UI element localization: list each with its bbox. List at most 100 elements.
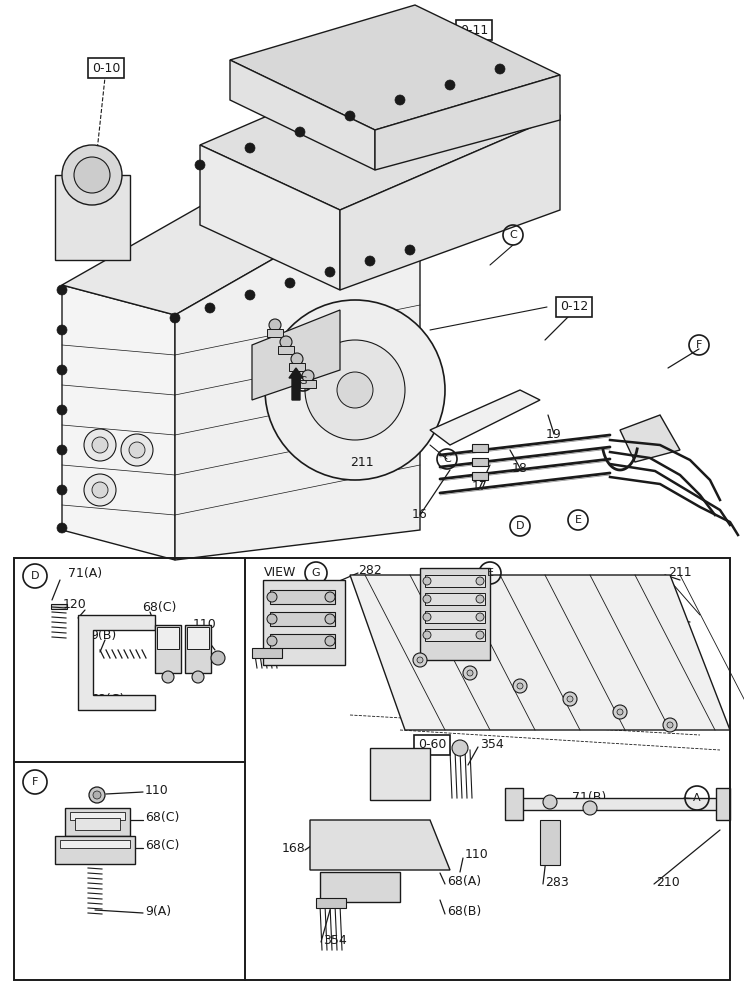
Circle shape: [395, 95, 405, 105]
Bar: [267, 329, 283, 337]
Circle shape: [325, 614, 335, 624]
Text: 354: 354: [323, 934, 347, 946]
Bar: [187, 627, 209, 649]
Text: D: D: [516, 521, 525, 531]
Bar: [716, 788, 730, 820]
Text: 17: 17: [472, 481, 488, 493]
Circle shape: [463, 666, 477, 680]
Circle shape: [74, 157, 110, 193]
Text: 0-12: 0-12: [560, 300, 588, 314]
Text: 68(C): 68(C): [90, 692, 124, 706]
Circle shape: [267, 636, 277, 646]
Bar: [270, 634, 335, 648]
Text: 68(C): 68(C): [142, 601, 176, 614]
Text: 0-11: 0-11: [460, 23, 488, 36]
Circle shape: [162, 671, 174, 683]
Text: 283: 283: [545, 876, 568, 888]
Circle shape: [513, 679, 527, 693]
Text: G: G: [298, 376, 307, 386]
Text: 0-10: 0-10: [92, 62, 121, 75]
Bar: [157, 627, 179, 649]
Bar: [510, 798, 720, 810]
Text: 199(C): 199(C): [616, 603, 658, 616]
Circle shape: [57, 285, 67, 295]
Circle shape: [667, 722, 673, 728]
Text: C: C: [443, 454, 451, 464]
Circle shape: [89, 787, 105, 803]
Text: 18: 18: [512, 462, 528, 475]
Bar: [289, 363, 305, 371]
Text: 120: 120: [63, 598, 87, 611]
Circle shape: [567, 696, 573, 702]
Text: 0-25: 0-25: [658, 706, 686, 718]
Text: 19: 19: [546, 428, 562, 440]
Text: 71(A): 71(A): [68, 566, 102, 580]
Polygon shape: [350, 575, 730, 730]
Circle shape: [121, 434, 153, 466]
Circle shape: [265, 300, 445, 480]
Circle shape: [192, 671, 204, 683]
Circle shape: [476, 577, 484, 585]
Bar: [425, 629, 485, 641]
Bar: [316, 898, 346, 908]
Circle shape: [269, 319, 281, 331]
FancyArrow shape: [289, 368, 303, 400]
Circle shape: [417, 657, 423, 663]
Circle shape: [452, 740, 468, 756]
Circle shape: [583, 801, 597, 815]
Polygon shape: [420, 568, 490, 660]
Polygon shape: [370, 748, 430, 800]
Bar: [155, 625, 181, 673]
Circle shape: [467, 670, 473, 676]
Text: D: D: [31, 571, 39, 581]
Bar: [472, 472, 488, 480]
Polygon shape: [62, 285, 175, 560]
Bar: [185, 625, 211, 673]
Circle shape: [92, 437, 108, 453]
Text: 71(C): 71(C): [280, 654, 315, 666]
Text: 16: 16: [412, 508, 428, 522]
Text: G: G: [312, 568, 321, 578]
Bar: [505, 788, 523, 820]
Bar: [300, 380, 316, 388]
Text: 68(C): 68(C): [145, 812, 179, 824]
Circle shape: [57, 445, 67, 455]
Circle shape: [245, 290, 255, 300]
Circle shape: [543, 795, 557, 809]
Text: 210: 210: [656, 876, 680, 888]
Circle shape: [663, 718, 677, 732]
Text: 199(C): 199(C): [616, 630, 658, 643]
Polygon shape: [200, 145, 340, 290]
Circle shape: [211, 651, 225, 665]
Circle shape: [423, 577, 431, 585]
Circle shape: [563, 692, 577, 706]
Circle shape: [495, 64, 505, 74]
Text: E: E: [487, 568, 493, 578]
Bar: [70, 812, 125, 820]
Text: 211: 211: [668, 566, 692, 580]
Circle shape: [57, 405, 67, 415]
Bar: [472, 458, 488, 466]
Bar: [252, 648, 282, 658]
Text: A: A: [693, 793, 701, 803]
Circle shape: [62, 145, 122, 205]
Text: C: C: [509, 230, 517, 240]
Circle shape: [129, 442, 145, 458]
Bar: [65, 808, 130, 836]
Circle shape: [291, 353, 303, 365]
Text: 354: 354: [480, 738, 504, 750]
Circle shape: [170, 313, 180, 323]
Circle shape: [476, 595, 484, 603]
Circle shape: [57, 523, 67, 533]
Text: VIEW: VIEW: [264, 566, 296, 580]
Circle shape: [423, 631, 431, 639]
Circle shape: [613, 705, 627, 719]
Bar: [278, 346, 294, 354]
Circle shape: [413, 653, 427, 667]
Polygon shape: [310, 820, 450, 870]
Polygon shape: [340, 115, 560, 290]
Polygon shape: [62, 145, 420, 315]
Circle shape: [305, 340, 405, 440]
Bar: [472, 444, 488, 452]
Circle shape: [84, 474, 116, 506]
